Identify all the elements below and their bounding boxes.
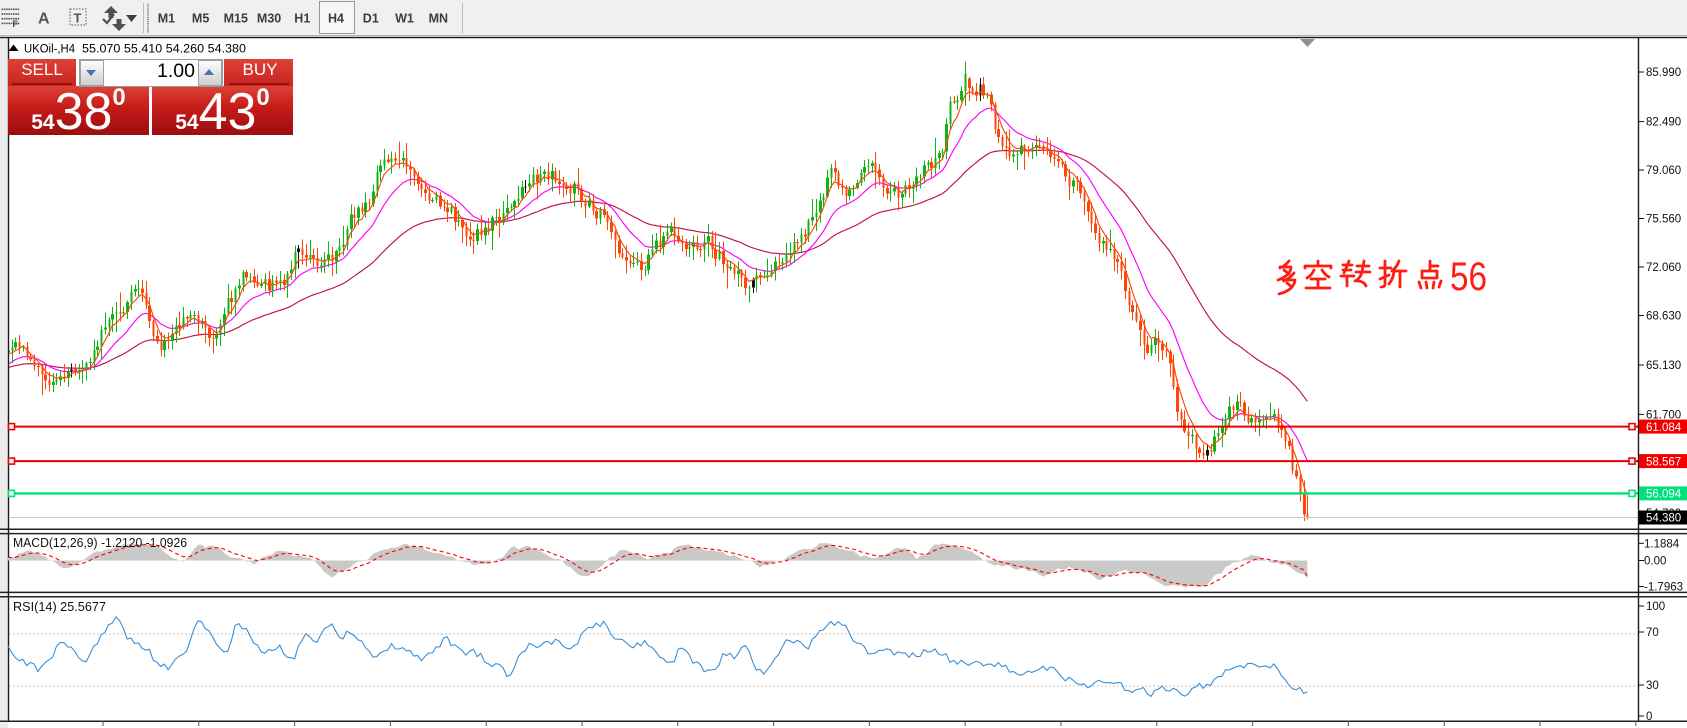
svg-text:75.560: 75.560 [1646, 214, 1681, 226]
svg-text:30: 30 [1646, 680, 1659, 692]
svg-text:70: 70 [1646, 627, 1659, 639]
svg-text:65.130: 65.130 [1646, 360, 1681, 372]
svg-text:MACD(12,26,9) -1.2120 -1.0926: MACD(12,26,9) -1.2120 -1.0926 [13, 536, 187, 550]
svg-text:56: 56 [1450, 255, 1487, 299]
svg-text:55.070 55.410 54.260 54.380: 55.070 55.410 54.260 54.380 [82, 42, 246, 56]
svg-text:MN: MN [429, 12, 448, 26]
svg-text:M30: M30 [257, 12, 281, 26]
svg-text:58.567: 58.567 [1646, 456, 1681, 468]
svg-text:68.630: 68.630 [1646, 311, 1681, 323]
svg-text:1.1884: 1.1884 [1644, 538, 1680, 550]
svg-text:79.060: 79.060 [1646, 165, 1681, 177]
svg-text:54.380: 54.380 [1646, 513, 1681, 525]
svg-text:UKOil-,H4: UKOil-,H4 [24, 42, 75, 56]
svg-text:82.490: 82.490 [1646, 117, 1681, 129]
svg-text:RSI(14) 25.5677: RSI(14) 25.5677 [13, 600, 106, 614]
svg-text:0.00: 0.00 [1644, 556, 1666, 568]
svg-text:-1.7963: -1.7963 [1644, 582, 1683, 594]
svg-text:W1: W1 [395, 12, 414, 26]
svg-text:M15: M15 [224, 12, 248, 26]
svg-text:61.700: 61.700 [1646, 409, 1681, 421]
svg-text:56.094: 56.094 [1646, 489, 1682, 501]
svg-text:A: A [38, 11, 50, 28]
svg-text:H1: H1 [294, 12, 310, 26]
svg-text:61.084: 61.084 [1646, 422, 1682, 434]
svg-text:H4: H4 [328, 12, 344, 26]
svg-text:D1: D1 [363, 12, 379, 26]
svg-text:100: 100 [1646, 601, 1665, 613]
svg-text:M1: M1 [158, 12, 175, 26]
svg-text:F: F [13, 19, 19, 29]
svg-text:M5: M5 [192, 12, 209, 26]
svg-text:85.990: 85.990 [1646, 67, 1681, 79]
svg-text:T: T [74, 11, 82, 26]
svg-text:72.060: 72.060 [1646, 262, 1681, 274]
svg-text:0: 0 [1646, 711, 1652, 723]
